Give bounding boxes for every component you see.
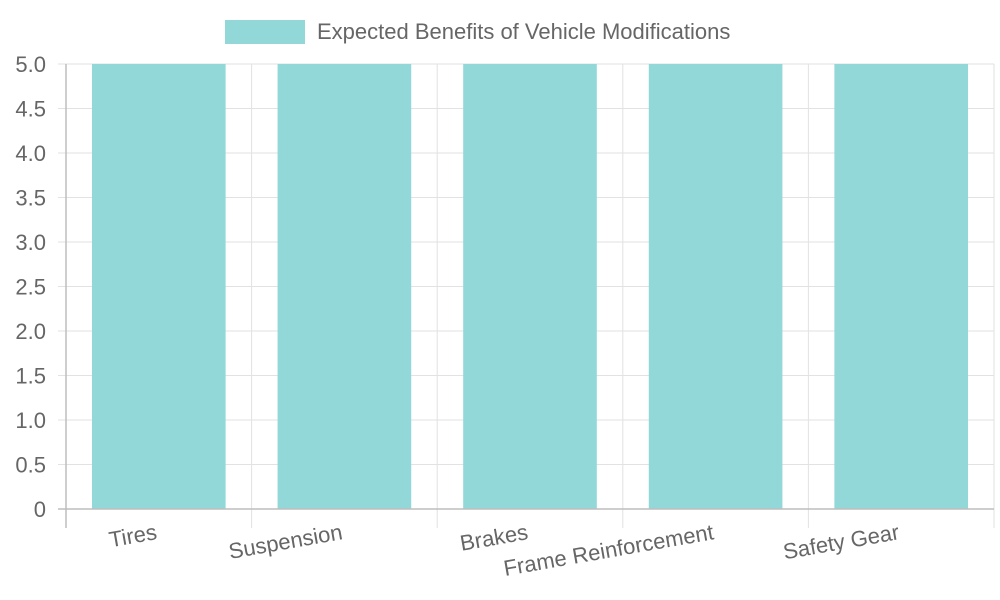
bar-tires[interactable]: [91, 64, 226, 509]
x-tick-label-safety-gear: Safety Gear: [781, 519, 901, 564]
y-tick-label: 4.0: [15, 141, 46, 166]
legend[interactable]: Expected Benefits of Vehicle Modificatio…: [225, 19, 730, 44]
y-tick-label: 1.5: [15, 364, 46, 389]
y-tick-labels: 0 0.5 1.0 1.5 2.0 2.5 3.0 3.5 4.0 4.5 5.0: [15, 52, 46, 522]
x-tick-label-tires: Tires: [107, 519, 159, 552]
axes: [58, 64, 994, 528]
x-tick-label-brakes: Brakes: [458, 519, 530, 556]
y-tick-label: 3.5: [15, 186, 46, 211]
legend-swatch[interactable]: [225, 20, 305, 44]
y-tick-label: 3.0: [15, 230, 46, 255]
legend-label[interactable]: Expected Benefits of Vehicle Modificatio…: [317, 19, 730, 44]
bar-safety-gear[interactable]: [834, 64, 969, 509]
bar-brakes[interactable]: [463, 64, 597, 509]
y-tick-label: 0.5: [15, 453, 46, 478]
y-tick-label: 0: [34, 497, 46, 522]
x-tick-label-suspension: Suspension: [227, 519, 345, 564]
bar-frame-reinforcement[interactable]: [648, 64, 783, 509]
y-tick-label: 5.0: [15, 52, 46, 77]
y-tick-label: 2.0: [15, 319, 46, 344]
y-tick-label: 1.0: [15, 408, 46, 433]
x-tick-label-frame-reinforcement: Frame Reinforcement: [502, 519, 716, 581]
bars: [91, 64, 969, 509]
y-tick-label: 2.5: [15, 275, 46, 300]
bar-suspension[interactable]: [277, 64, 412, 509]
y-tick-label: 4.5: [15, 97, 46, 122]
